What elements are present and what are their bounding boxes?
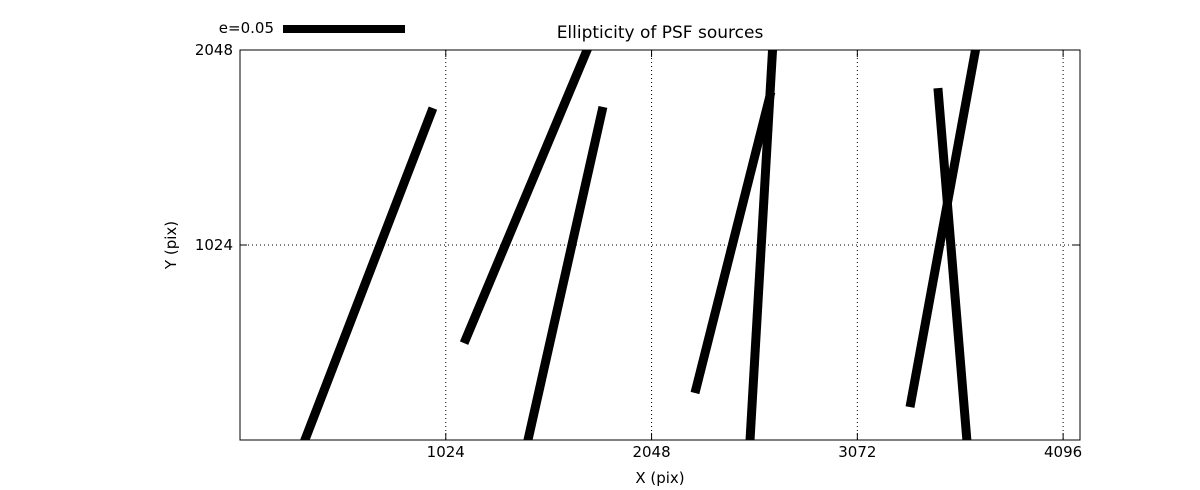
whisker-segment [523,105,608,440]
whisker-segment [690,90,776,395]
whisker-segments [300,50,981,440]
whisker-segment [745,50,778,440]
chart-title: Ellipticity of PSF sources [557,23,764,43]
whisker-segment [300,106,438,440]
x-tick-label: 3072 [838,443,876,461]
y-tick-label: 1024 [195,236,233,254]
tick-marks [240,49,1080,440]
legend-scale-bar [283,25,405,33]
whisker-segment [933,87,972,440]
x-tick-label: 2048 [632,443,670,461]
x-tick-label: 4096 [1044,443,1082,461]
y-tick-label: 2048 [195,41,233,59]
whisker-segment [459,50,592,345]
y-axis-label: Y (pix) [162,221,180,270]
legend-label: e=0.05 [219,19,274,37]
x-tick-label: 1024 [427,443,465,461]
whisker-segment [905,50,981,408]
x-axis-label: X (pix) [635,469,684,487]
